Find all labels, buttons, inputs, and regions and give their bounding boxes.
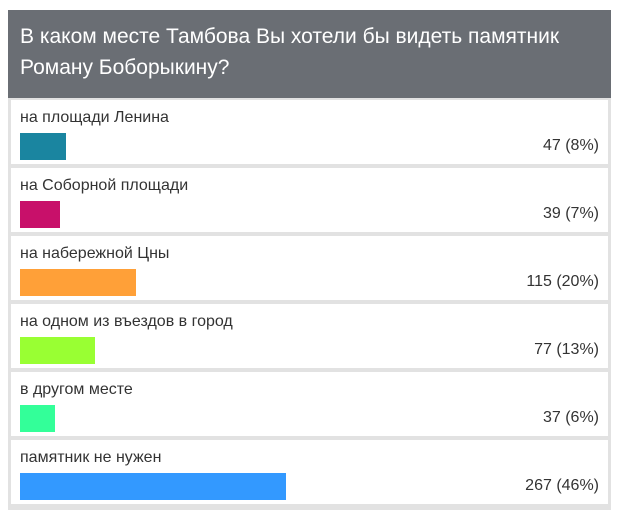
poll-option: на набережной Цны 115 (20%): [11, 236, 608, 300]
option-result-bar: [20, 473, 286, 500]
option-result: 39 (7%): [542, 205, 599, 222]
poll-widget: В каком месте Тамбова Вы хотели бы видет…: [8, 10, 611, 510]
poll-option: на площади Ленина 47 (8%): [11, 100, 608, 164]
option-result: 77 (13%): [534, 341, 599, 358]
option-result-bar: [20, 133, 66, 160]
option-result-bar: [20, 405, 55, 432]
poll-question: В каком месте Тамбова Вы хотели бы видет…: [20, 25, 560, 79]
option-result-bar: [20, 337, 95, 364]
option-result-bar: [20, 201, 60, 228]
poll-option: на одном из въездов в город 77 (13%): [11, 304, 608, 368]
poll-option: памятник не нужен 267 (46%): [11, 440, 608, 504]
option-label: на набережной Цны: [20, 245, 170, 262]
poll-header: В каком месте Тамбова Вы хотели бы видет…: [8, 10, 611, 98]
option-label: на Соборной площади: [20, 177, 189, 194]
option-result: 267 (46%): [525, 477, 599, 494]
option-label: памятник не нужен: [20, 449, 162, 466]
poll-option: в другом месте 37 (6%): [11, 372, 608, 436]
option-result-bar: [20, 269, 136, 296]
option-result: 37 (6%): [542, 409, 599, 426]
option-label: на одном из въездов в город: [20, 313, 233, 330]
option-label: на площади Ленина: [20, 109, 169, 126]
poll-option: на Соборной площади 39 (7%): [11, 168, 608, 232]
option-label: в другом месте: [20, 381, 133, 398]
option-result: 115 (20%): [526, 273, 599, 290]
option-result: 47 (8%): [542, 137, 599, 154]
